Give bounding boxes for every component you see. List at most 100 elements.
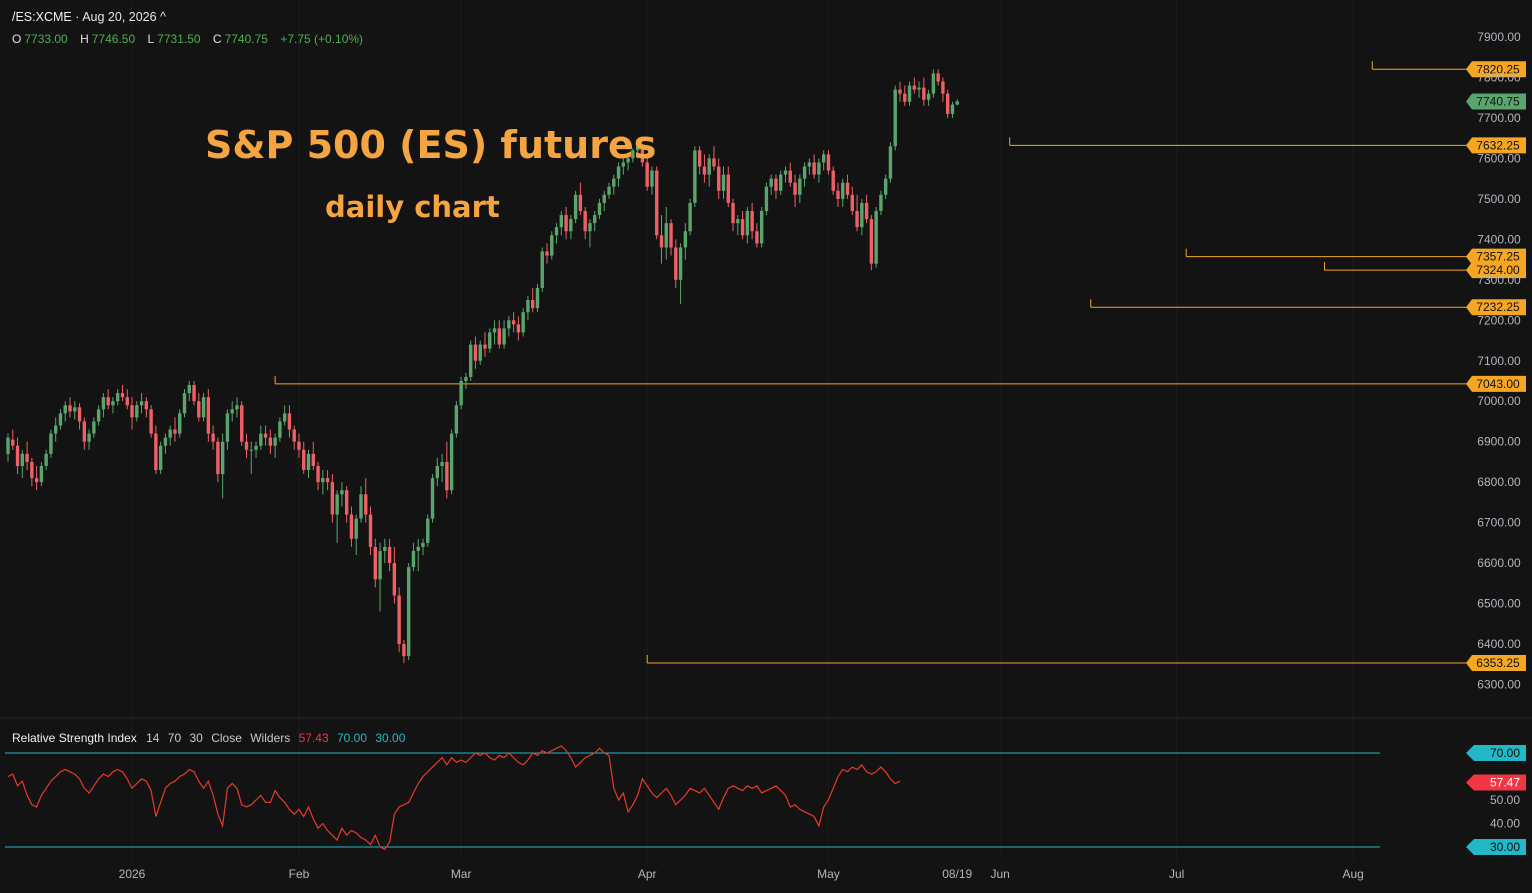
candle-body: [926, 93, 931, 100]
candle-body: [187, 385, 191, 394]
candle-body: [344, 490, 349, 515]
change-value: +7.75 (+0.10%): [280, 32, 364, 46]
candle-body: [559, 215, 564, 228]
candle-body: [798, 178, 802, 195]
level-price-label: 7324.00: [1476, 263, 1520, 277]
candle-body: [230, 409, 234, 414]
candle-body: [721, 174, 726, 191]
candle-body: [540, 251, 544, 288]
candle-body: [373, 546, 377, 580]
candle-body: [907, 85, 912, 102]
candle-body: [201, 397, 206, 418]
low-key: L: [147, 32, 155, 46]
candle-body: [135, 405, 139, 418]
candle-body: [411, 550, 416, 568]
candle-body: [702, 166, 707, 175]
candle-body: [139, 401, 144, 406]
annotation-subtitle[interactable]: daily chart: [325, 190, 500, 224]
candle-body: [378, 550, 382, 580]
candle-body: [368, 514, 373, 547]
candle-body: [593, 215, 597, 224]
rsi-param: Wilders: [250, 731, 291, 745]
time-tick-label: Aug: [1342, 867, 1363, 881]
candle-body: [831, 170, 835, 191]
candle-body: [602, 194, 606, 203]
last-price-label: 7740.75: [1476, 94, 1520, 108]
candle-body: [125, 397, 129, 406]
annotation-title[interactable]: S&P 500 (ES) futures: [205, 123, 657, 167]
candle-body: [321, 478, 325, 483]
candle-body: [874, 211, 878, 264]
caret-up-icon[interactable]: ^: [160, 10, 166, 24]
candle-body: [182, 393, 187, 414]
candle-body: [68, 405, 72, 412]
price-tick-label: 6900.00: [1477, 435, 1521, 449]
low-value: 7731.50: [157, 32, 201, 46]
symbol-header[interactable]: /ES:XCME · Aug 20, 2026 ^: [12, 10, 166, 24]
level-price-tag: [1466, 299, 1526, 316]
candle-body: [922, 87, 926, 100]
candle-body: [693, 150, 697, 203]
time-tick-label: Mar: [451, 867, 472, 881]
candle-body: [39, 465, 44, 483]
candle-body: [163, 437, 168, 446]
candle-body: [812, 162, 816, 175]
candle-body: [903, 93, 907, 102]
candle-body: [683, 231, 688, 248]
open-key: O: [12, 32, 22, 46]
rsi-oversold-tag: [1466, 839, 1526, 855]
candle-body: [883, 178, 888, 195]
candle-body: [468, 344, 473, 377]
candle-body: [912, 85, 916, 90]
candle-body: [364, 494, 368, 515]
candle-body: [349, 514, 354, 539]
high-key: H: [80, 32, 89, 46]
candle-body: [516, 324, 521, 333]
candle-body: [635, 146, 640, 151]
candle-body: [335, 494, 339, 515]
candle-body: [58, 413, 63, 426]
time-tick-label: May: [817, 867, 840, 881]
candle-body: [259, 433, 263, 446]
candle-body: [192, 385, 196, 402]
candle-body: [688, 202, 692, 232]
candle-body: [244, 441, 249, 450]
candle-body: [879, 194, 883, 212]
candle-body: [440, 461, 444, 466]
rsi-param: 30: [189, 731, 203, 745]
candle-body: [130, 405, 134, 418]
price-tick-label: 6600.00: [1477, 556, 1521, 570]
level-price-tag: [1466, 262, 1526, 279]
candle-body: [454, 405, 459, 434]
candle-body: [225, 413, 230, 442]
candle-body: [869, 219, 874, 264]
candle-body: [459, 380, 463, 406]
rsi-overbought-tag: [1466, 745, 1526, 761]
candle-body: [101, 397, 106, 410]
candle-body: [569, 219, 573, 232]
rsi-param: 14: [146, 731, 160, 745]
candle-body: [955, 101, 959, 105]
candle-body: [597, 202, 602, 216]
candle-body: [359, 494, 363, 519]
candle-body: [297, 441, 301, 450]
candle-body: [473, 344, 478, 361]
rsi-header[interactable]: Relative Strength Index 14 70 30 Close W…: [12, 731, 405, 745]
candle-body: [497, 328, 502, 345]
price-tick-label: 7500.00: [1477, 192, 1521, 206]
close-key: C: [212, 32, 222, 46]
candle-body: [645, 162, 649, 187]
candle-body: [836, 190, 840, 199]
candle-body: [888, 146, 893, 179]
candle-body: [860, 202, 864, 228]
candle-body: [893, 89, 897, 147]
candle-body: [841, 182, 845, 199]
time-tick-label: Feb: [289, 867, 310, 881]
candle-body: [254, 445, 258, 450]
candle-body: [311, 453, 315, 466]
candle-body: [717, 166, 721, 191]
price-tick-label: 7100.00: [1477, 354, 1521, 368]
candle-body: [802, 166, 807, 179]
candle-body: [392, 563, 397, 596]
